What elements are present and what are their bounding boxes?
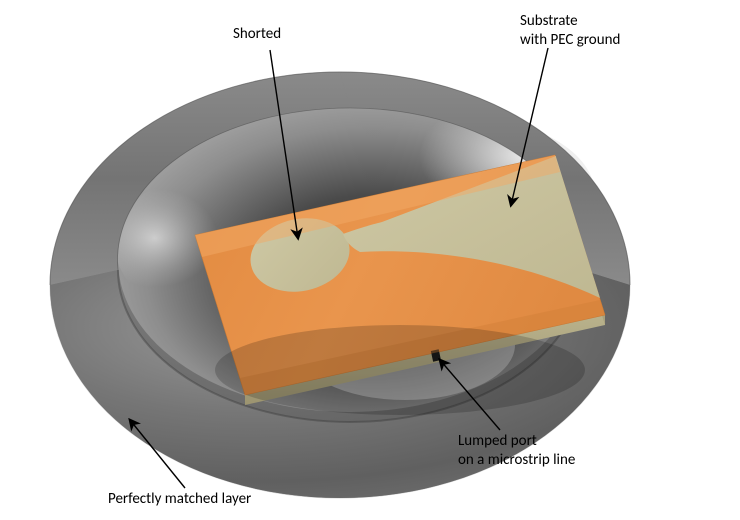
label-shorted: Shorted	[233, 25, 281, 44]
antenna-diagram	[0, 0, 740, 520]
label-pml: Perfectly matched layer	[108, 490, 251, 509]
label-lumped-port: Lumped port on a microstrip line	[458, 432, 575, 470]
label-substrate: Substrate with PEC ground	[520, 12, 620, 50]
